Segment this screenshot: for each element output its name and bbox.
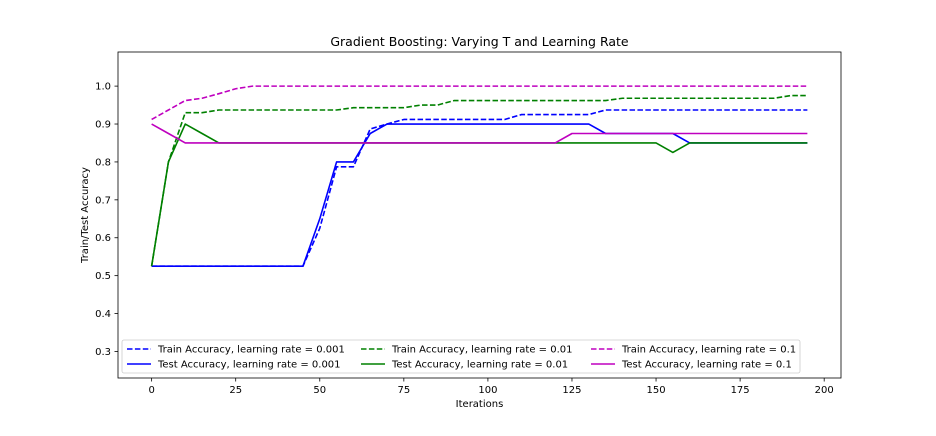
y-tick-label: 0.9 bbox=[95, 120, 111, 131]
legend-label-3: Train Accuracy, learning rate = 0.01 bbox=[391, 345, 572, 356]
x-tick-label: 50 bbox=[313, 385, 326, 396]
legend-label-1: Train Accuracy, learning rate = 0.001 bbox=[157, 345, 345, 356]
y-axis-label: Train/Test Accuracy bbox=[80, 167, 91, 264]
axes-frame bbox=[117, 51, 842, 379]
x-tick-label: 25 bbox=[229, 385, 242, 396]
legend: Train Accuracy, learning rate = 0.001 Tes… bbox=[121, 339, 801, 374]
y-tick-label: 0.7 bbox=[95, 195, 111, 206]
series-line-1 bbox=[151, 109, 808, 267]
legend-label-5: Train Accuracy, learning rate = 0.1 bbox=[621, 345, 796, 356]
x-tick-label: 125 bbox=[562, 385, 581, 396]
series-line-5 bbox=[151, 85, 808, 121]
series-line-2 bbox=[151, 123, 808, 267]
x-axis-label: Iterations bbox=[456, 399, 504, 410]
series-line-4 bbox=[150, 123, 808, 267]
x-tick-label: 175 bbox=[731, 385, 750, 396]
x-tick-label: 100 bbox=[478, 385, 497, 396]
legend-label-6: Test Accuracy, learning rate = 0.1 bbox=[621, 360, 792, 371]
legend-label-4: Test Accuracy, learning rate = 0.01 bbox=[391, 360, 568, 371]
x-tick-label: 0 bbox=[148, 385, 154, 396]
y-tick-label: 1.0 bbox=[95, 82, 111, 93]
plot-area: 0 25 50 75 100 125 150 175 200 0.3 0.4 0.5 0.6 0.7 0.8… bbox=[95, 51, 842, 396]
series-line-3 bbox=[150, 94, 808, 267]
x-tick-label: 75 bbox=[397, 385, 410, 396]
y-tick-label: 0.5 bbox=[95, 271, 111, 282]
legend-label-2: Test Accuracy, learning rate = 0.001 bbox=[157, 360, 341, 371]
y-tick-label: 0.8 bbox=[95, 157, 111, 168]
chart-title: Gradient Boosting: Varying T and Learnin… bbox=[330, 34, 629, 49]
y-tick-label: 0.6 bbox=[95, 233, 111, 244]
series-line-6 bbox=[151, 123, 808, 144]
y-tick-label: 0.3 bbox=[95, 347, 111, 358]
x-tick-label: 150 bbox=[646, 385, 665, 396]
legend-box bbox=[121, 339, 801, 374]
x-tick-label: 200 bbox=[815, 385, 834, 396]
y-tick-label: 0.4 bbox=[95, 309, 111, 320]
